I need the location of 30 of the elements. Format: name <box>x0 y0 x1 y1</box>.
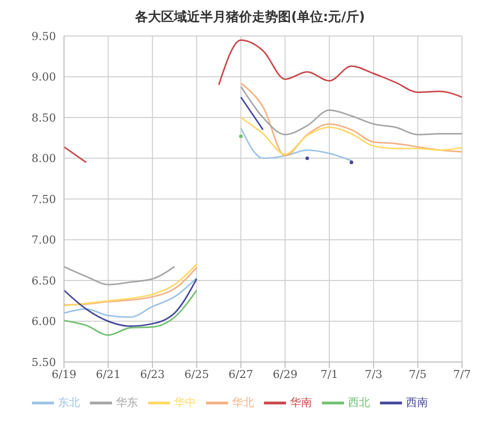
y-tick-label: 7.50 <box>32 192 56 206</box>
x-tick-label: 6/23 <box>140 368 165 381</box>
x-tick-label: 7/5 <box>408 368 427 381</box>
chart-title: 各大区域近半月猪价走势图(单位:元/斤) <box>134 8 366 26</box>
y-tick-label: 8.50 <box>32 111 56 124</box>
legend-label: 东北 <box>58 396 80 410</box>
y-tick-label: 7.00 <box>32 234 56 247</box>
point <box>239 134 243 138</box>
y-tick-label: 6.50 <box>32 274 56 288</box>
point <box>305 156 310 160</box>
y-tick-label: 9.50 <box>32 30 56 43</box>
legend-label: 华北 <box>232 396 254 410</box>
y-tick-label: 6.00 <box>32 315 56 328</box>
x-tick-label: 6/19 <box>52 368 76 381</box>
legend-label: 华南 <box>290 396 312 410</box>
x-tick-label: 6/27 <box>228 368 254 381</box>
y-tick-label: 5.50 <box>32 356 56 369</box>
legend-label: 华中 <box>174 396 196 410</box>
x-tick-label: 7/7 <box>453 368 471 381</box>
x-tick-label: 6/21 <box>96 368 121 381</box>
x-tick-label: 7/1 <box>320 368 338 381</box>
legend-label: 西北 <box>348 396 370 410</box>
x-tick-label: 6/25 <box>184 368 210 381</box>
legend-label: 华东 <box>116 396 138 410</box>
y-tick-label: 9.00 <box>32 70 56 84</box>
y-tick-label: 8.00 <box>32 152 56 166</box>
legend-label: 西南 <box>406 396 428 410</box>
x-tick-label: 7/3 <box>364 368 382 381</box>
point <box>350 160 354 164</box>
x-tick-label: 6/29 <box>272 368 298 381</box>
